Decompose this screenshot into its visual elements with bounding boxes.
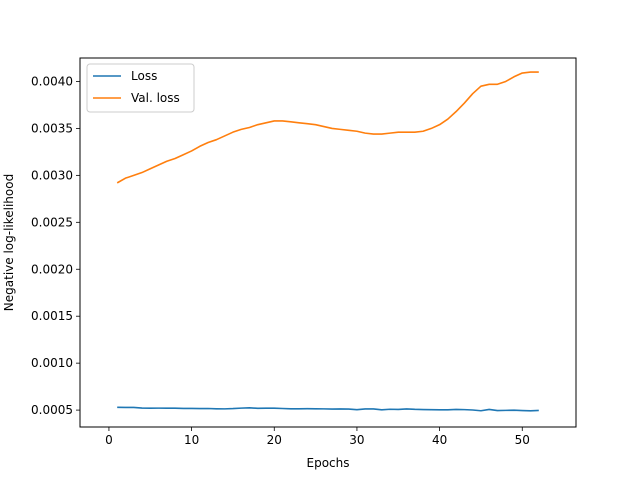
y-axis-label: Negative log-likelihood — [2, 174, 16, 311]
y-tick-label: 0.0020 — [31, 262, 73, 276]
x-tick-label: 20 — [267, 433, 282, 447]
y-axis: 0.0005 0.0010 0.0015 0.0020 0.0025 0.0030 0.00… — [31, 74, 80, 417]
x-tick-label: 40 — [432, 433, 447, 447]
axes-frame — [79, 57, 577, 428]
y-tick-label: 0.0035 — [31, 121, 73, 135]
x-tick-label: 10 — [184, 433, 199, 447]
x-axis-label: Epochs — [307, 456, 350, 470]
x-tick-label: 30 — [349, 433, 364, 447]
y-tick-label: 0.0025 — [31, 215, 73, 229]
series-line-val-loss — [116, 71, 539, 184]
x-axis: 0 10 20 30 40 50 — [105, 427, 530, 447]
x-tick-label: 0 — [105, 433, 113, 447]
y-tick-label: 0.0015 — [31, 309, 73, 323]
series-line-loss — [117, 406, 539, 412]
y-tick-label: 0.0040 — [31, 74, 73, 88]
y-tick-label: 0.0030 — [31, 168, 73, 182]
legend-label: Val. loss — [131, 91, 180, 105]
legend: Loss Val. loss — [86, 63, 195, 113]
series-layer — [116, 71, 539, 412]
y-tick-label: 0.0005 — [31, 403, 73, 417]
legend-label: Loss — [131, 69, 157, 83]
y-tick-label: 0.0010 — [31, 356, 73, 370]
x-tick-label: 50 — [515, 433, 530, 447]
